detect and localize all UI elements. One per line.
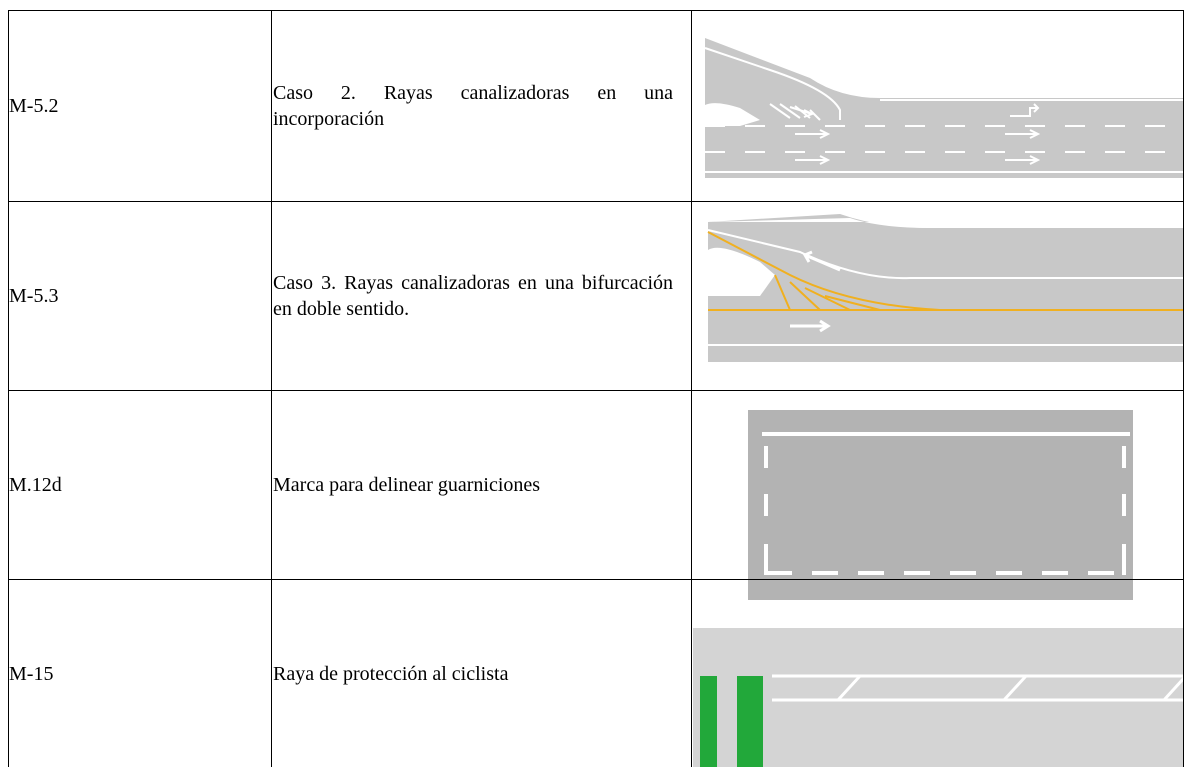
code-cell: M.12d	[9, 474, 62, 496]
description-cell: Caso 3. Rayas canalizadoras en una bifur…	[273, 272, 673, 320]
code-cell: M-5.3	[9, 285, 59, 307]
diagram-m53	[707, 214, 1184, 362]
table-grid	[8, 10, 1184, 767]
description-cell: Caso 2. Rayas canalizadoras en una incor…	[273, 82, 673, 130]
description-cell: Marca para delinear guarniciones	[273, 474, 541, 496]
code-cell: M-5.2	[9, 95, 59, 117]
diagram-m52	[704, 38, 1184, 178]
code-cell: M-15	[9, 662, 54, 685]
diagram-m12d	[748, 410, 1133, 600]
diagram-m15	[693, 628, 1184, 767]
description-cell: Raya de protección al ciclista	[273, 662, 509, 685]
